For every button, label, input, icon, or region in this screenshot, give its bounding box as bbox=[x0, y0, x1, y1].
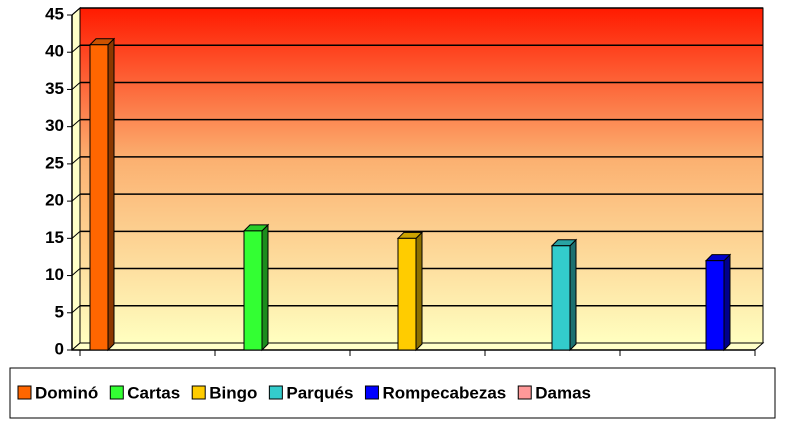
grid-line bbox=[71, 119, 81, 128]
bar bbox=[397, 237, 417, 351]
bar-side bbox=[723, 253, 731, 352]
grid-line bbox=[71, 7, 81, 16]
grid-line bbox=[71, 156, 81, 165]
bar bbox=[243, 230, 263, 351]
legend-label: Bingo bbox=[209, 383, 257, 402]
grid-line bbox=[71, 44, 81, 53]
bar bbox=[551, 245, 571, 351]
legend-swatch bbox=[109, 385, 124, 400]
grid-line bbox=[71, 230, 81, 239]
side-wall bbox=[71, 6, 81, 352]
bar-side bbox=[415, 231, 423, 352]
legend-label: Parqués bbox=[286, 383, 353, 402]
legend-label: Damas bbox=[535, 383, 591, 402]
y-tick-label: 35 bbox=[45, 79, 64, 98]
legend-swatch bbox=[17, 385, 32, 400]
y-tick-label: 40 bbox=[45, 42, 64, 61]
y-tick-label: 10 bbox=[45, 265, 64, 284]
y-tick-label: 30 bbox=[45, 116, 64, 135]
y-tick-label: 0 bbox=[55, 339, 64, 358]
bar bbox=[705, 260, 725, 351]
y-tick-label: 45 bbox=[45, 4, 64, 23]
y-tick-label: 15 bbox=[45, 228, 64, 247]
bar-side bbox=[261, 223, 269, 352]
bar bbox=[89, 44, 109, 351]
legend-label: Cartas bbox=[127, 383, 180, 402]
legend bbox=[9, 367, 776, 419]
legend-swatch bbox=[517, 385, 532, 400]
legend-swatch bbox=[364, 385, 379, 400]
grid-line bbox=[71, 82, 81, 90]
y-tick-label: 5 bbox=[55, 302, 64, 321]
legend-swatch bbox=[191, 385, 206, 400]
y-tick-label: 20 bbox=[45, 191, 64, 210]
grid-line bbox=[71, 193, 81, 202]
legend-swatch bbox=[268, 385, 283, 400]
legend-label: Dominó bbox=[35, 383, 98, 402]
grid-line bbox=[71, 305, 81, 314]
y-tick-label: 25 bbox=[45, 153, 64, 172]
grid-line bbox=[71, 268, 81, 276]
legend-label: Rompecabezas bbox=[382, 383, 506, 402]
bar-side bbox=[569, 238, 577, 352]
bar-side bbox=[107, 37, 115, 352]
